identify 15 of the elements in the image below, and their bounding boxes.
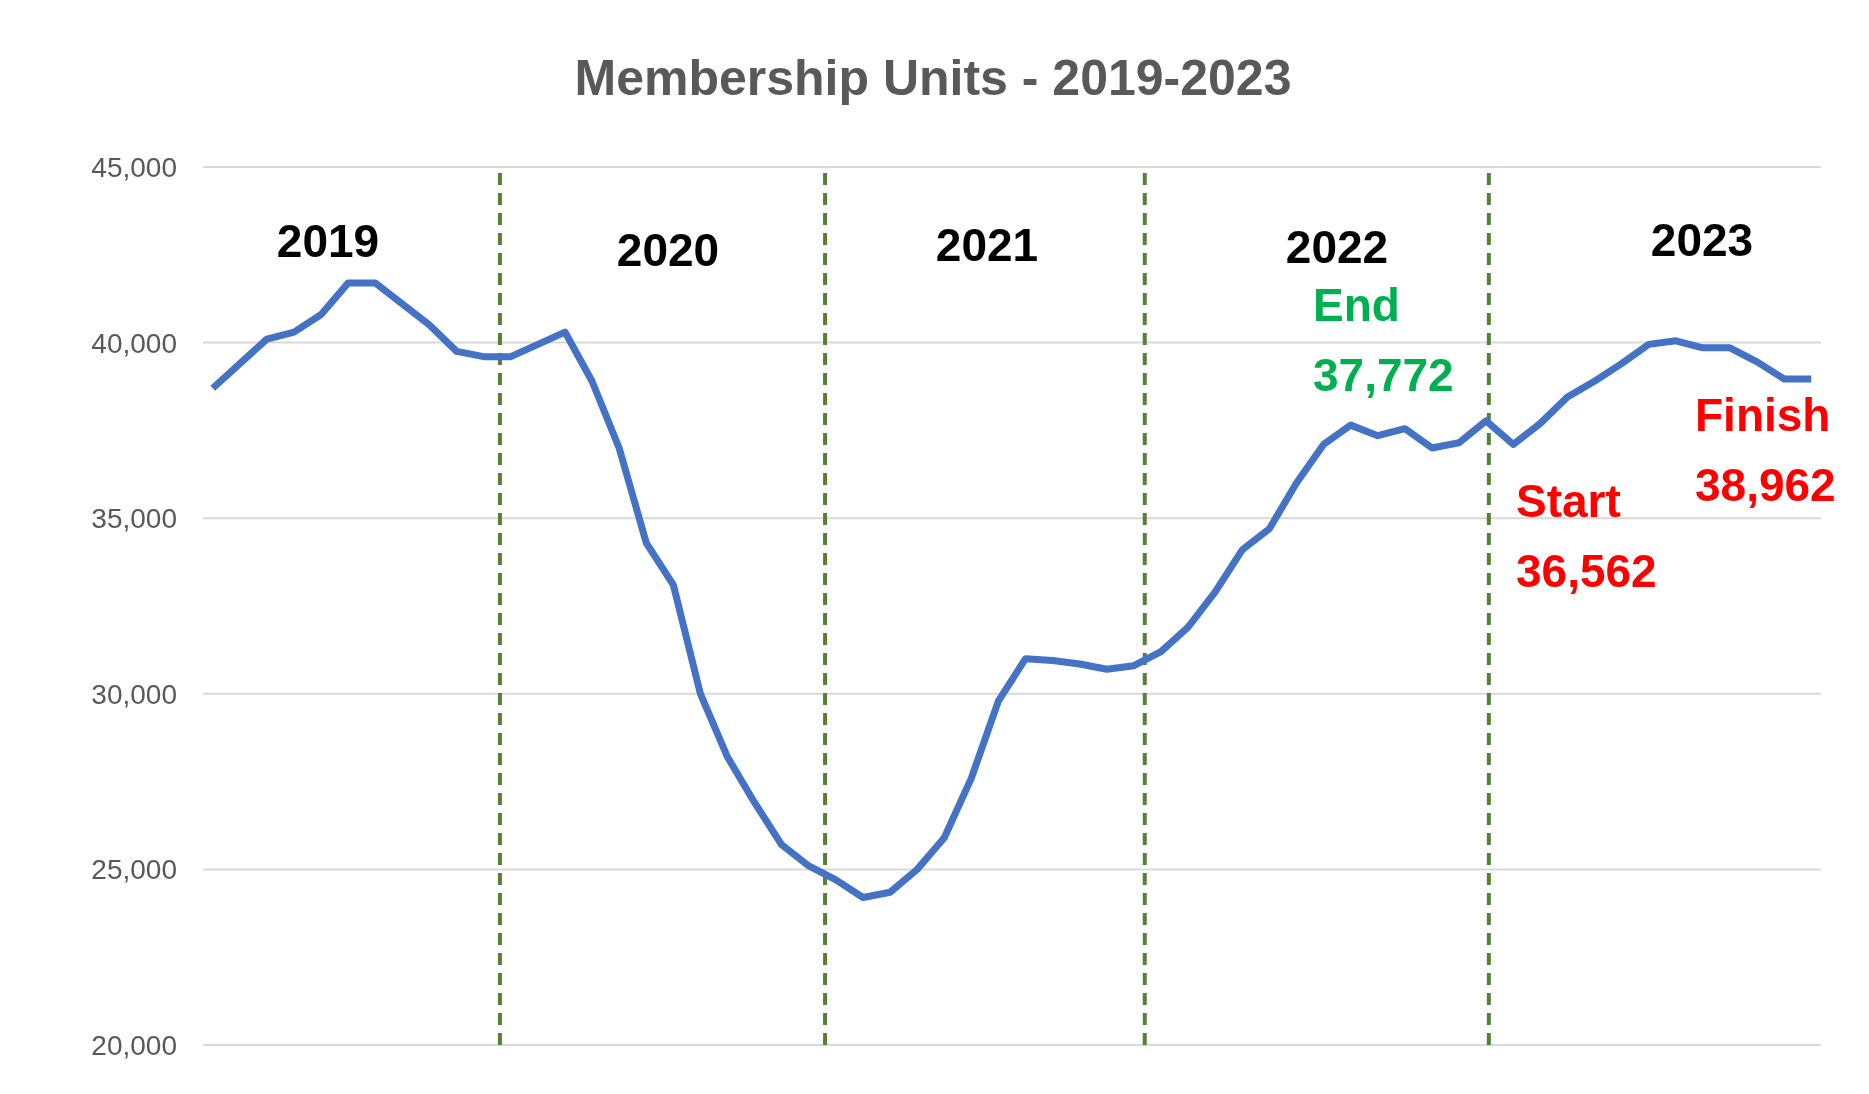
y-tick-label: 40,000 — [91, 327, 177, 359]
chart-title: Membership Units - 2019-2023 — [573, 49, 1293, 108]
y-tick-label: 35,000 — [91, 503, 177, 535]
y-tick-label: 45,000 — [91, 151, 177, 183]
annotation: Finish 38,962 — [1695, 388, 1836, 513]
annotation: Start 36,562 — [1516, 474, 1657, 599]
annotation: 2021 — [935, 218, 1039, 273]
y-tick-label: 20,000 — [91, 1029, 177, 1061]
annotation: End 37,772 — [1313, 279, 1454, 401]
annotation: 2019 — [276, 214, 380, 269]
annotation: 2022 — [1285, 221, 1389, 273]
y-tick-label: 25,000 — [91, 854, 177, 886]
y-tick-label: 30,000 — [91, 678, 177, 710]
annotation: 2023 — [1650, 213, 1754, 268]
annotation: 2020 — [616, 223, 720, 278]
